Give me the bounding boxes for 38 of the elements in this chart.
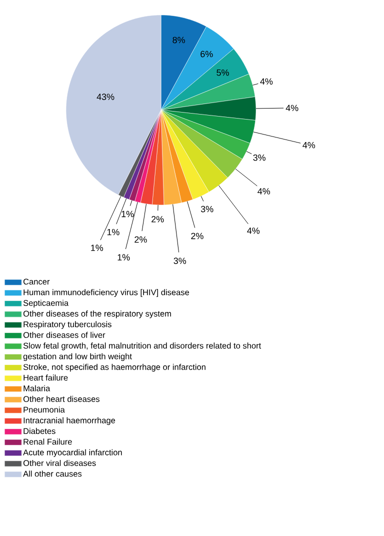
data-label: 3% xyxy=(200,206,214,212)
legend-label: Other heart diseases xyxy=(23,396,100,402)
data-label: 6% xyxy=(200,50,213,58)
legend-label: Other diseases of liver xyxy=(23,332,106,338)
data-label: 5% xyxy=(216,69,229,76)
data-label: 4% xyxy=(286,104,298,112)
legend-label: Diabetes xyxy=(24,428,56,434)
data-label: 1% xyxy=(118,254,130,260)
data-label: 1% xyxy=(122,210,134,218)
data-label: 4% xyxy=(302,142,316,148)
data-label: 4% xyxy=(260,78,273,85)
legend-label: gestation and low birth weight xyxy=(23,353,132,361)
data-label: 1% xyxy=(107,228,120,236)
data-label: 4% xyxy=(247,228,260,234)
data-label: 4% xyxy=(258,188,270,194)
data-label: 2% xyxy=(152,216,164,222)
legend-label: Stroke, not specified as haemorrhage or infarction xyxy=(23,364,206,372)
data-label: 3% xyxy=(174,258,186,264)
legend-label: Respiratory tuberculosis xyxy=(24,321,112,329)
legend-label: Renal Failure xyxy=(24,438,72,445)
legend-label: Heart failure xyxy=(24,374,68,381)
legend-label: Intracranial haemorrhage xyxy=(24,417,116,425)
legend-label: Pneumonia xyxy=(24,406,65,413)
data-label: 3% xyxy=(253,154,266,161)
data-label: 1% xyxy=(91,244,104,251)
data-label: 43% xyxy=(96,94,114,100)
legend-label: Cancer xyxy=(23,278,50,285)
legend-label: Human immunodeficiency virus [HIV] disease xyxy=(24,289,190,297)
legend-label: Malaria xyxy=(24,385,50,392)
legend-label: Other viral diseases xyxy=(23,460,96,466)
legend-label: Slow fetal growth, fetal malnutrition and disorders related to short xyxy=(23,342,262,350)
legend-label: All other causes xyxy=(23,470,82,477)
legend-label: Acute myocardial infarction xyxy=(23,449,122,457)
data-label: 2% xyxy=(134,236,147,243)
legend-label: Other diseases of the respiratory system xyxy=(23,310,171,318)
data-label: 2% xyxy=(191,232,204,240)
data-label: 8% xyxy=(172,36,185,44)
legend-label: Septicaemia xyxy=(23,300,69,308)
